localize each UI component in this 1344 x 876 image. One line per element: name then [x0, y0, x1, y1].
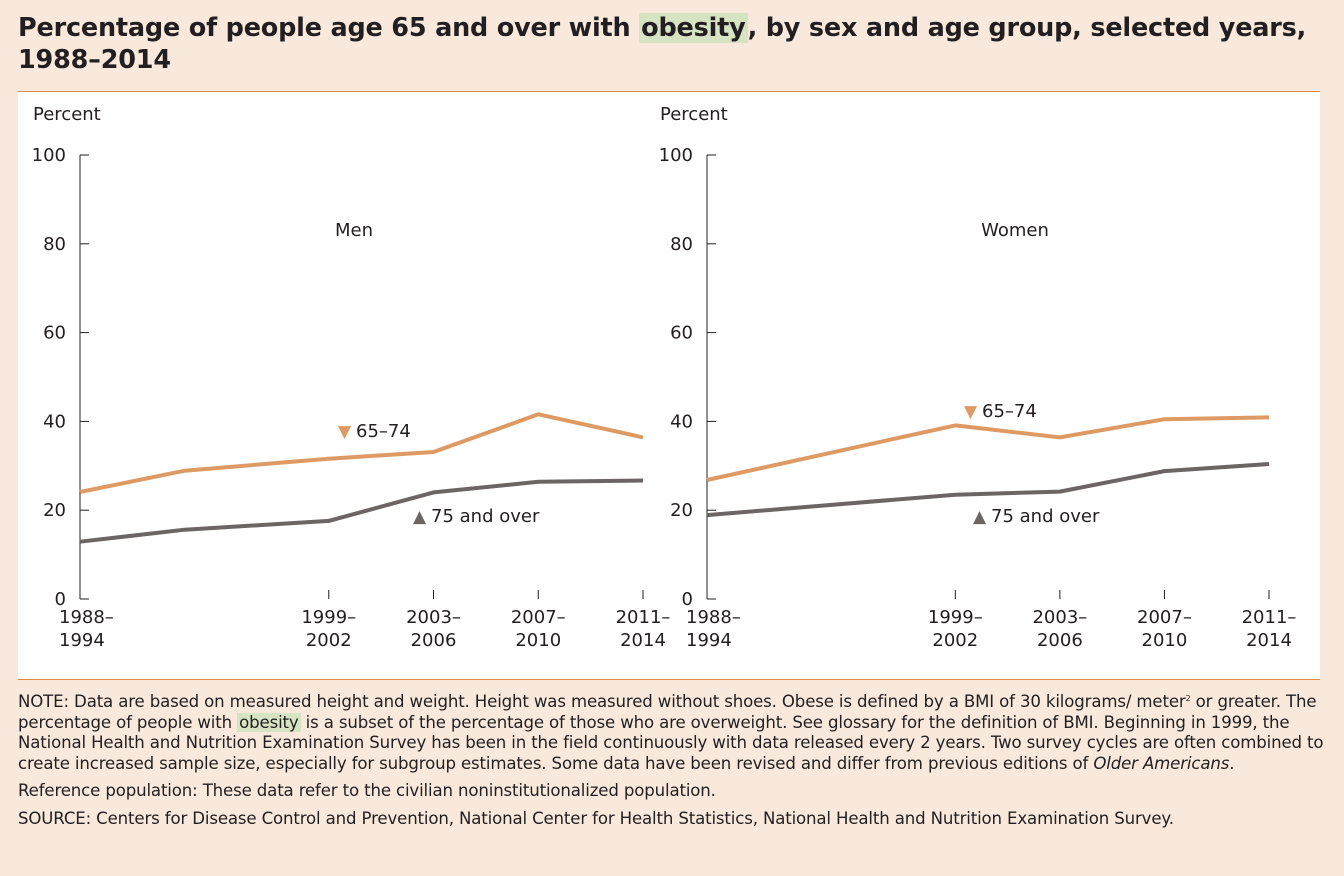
x-tick-label: 1999– — [301, 607, 356, 628]
series-label: 75 and over — [991, 506, 1100, 527]
chart-panel-title: Women — [981, 220, 1049, 241]
note-paragraph: NOTE: Data are based on measured height … — [18, 692, 1328, 774]
y-tick-label: 100 — [32, 145, 66, 166]
note-text-4: . — [1229, 753, 1235, 773]
x-tick-label: 2007– — [511, 607, 566, 628]
chart-panel-title: Men — [335, 220, 373, 241]
x-tick-label: 1994 — [686, 630, 732, 651]
y-tick-label: 60 — [43, 323, 66, 344]
note-superscript: 2 — [1185, 694, 1191, 703]
title-text-start: Percentage of people age 65 and over wit… — [18, 13, 640, 43]
note-text-2: or greater. The percentage of people wit… — [18, 692, 1317, 732]
y-tick-label: 80 — [43, 234, 66, 255]
x-tick-label: 2011– — [616, 607, 671, 628]
series-line-75-and-over — [706, 462, 1270, 518]
y-tick-label: 40 — [43, 411, 66, 432]
source-note: SOURCE: Centers for Disease Control and … — [18, 808, 1174, 828]
y-tick-label: 20 — [670, 500, 693, 521]
top-rule — [18, 91, 1320, 92]
x-tick-label: 2002 — [932, 630, 978, 651]
x-tick-label: 1988– — [686, 607, 741, 628]
charts-svg: Percent0204060801001988–19941999–2002200… — [32, 104, 1297, 651]
reference-population: Reference population: These data refer t… — [18, 781, 716, 800]
series-label: 65–74 — [982, 401, 1037, 422]
y-tick-label: 0 — [55, 589, 66, 610]
bottom-rule — [18, 679, 1320, 680]
series-marker-down-triangle-icon: ▼ — [964, 402, 978, 422]
chart-panel: Percent 0 20 40 60 80 100 1988– 1994 1999– 2002 200… — [18, 92, 1320, 679]
footnotes: NOTE: Data are based on measured height … — [18, 692, 1328, 836]
x-tick-label: 2010 — [1142, 630, 1188, 651]
note-highlight-term: obesity — [237, 712, 301, 732]
x-tick-label: 2006 — [1037, 630, 1083, 651]
note-publication-title: Older Americans — [1093, 753, 1230, 773]
title-highlight-term: obesity — [639, 13, 748, 43]
y-axis-label: Percent — [33, 104, 101, 125]
y-tick-label: 40 — [670, 411, 693, 432]
note-text: NOTE: Data are based on measured height … — [18, 692, 1186, 711]
series-line-75-and-over — [79, 478, 644, 544]
x-tick-label: 1994 — [59, 630, 105, 651]
y-tick-label: 0 — [682, 589, 693, 610]
x-tick-label: 2002 — [306, 630, 352, 651]
series-marker-down-triangle-icon: ▼ — [338, 422, 352, 442]
y-tick-label: 80 — [670, 234, 693, 255]
title-text-end: , by sex and age group, selected years, … — [18, 13, 1307, 75]
x-tick-label: 2011– — [1242, 607, 1297, 628]
y-axis-label: Percent — [660, 104, 728, 125]
x-tick-label: 2010 — [515, 630, 561, 651]
page-title: Percentage of people age 65 and over wit… — [18, 12, 1318, 76]
series-line-65-74 — [706, 415, 1270, 482]
y-tick-label: 20 — [43, 500, 66, 521]
series-label: 75 and over — [431, 506, 540, 527]
x-tick-label: 2014 — [620, 630, 666, 651]
series-marker-up-triangle-icon: ▲ — [973, 507, 987, 527]
x-tick-label: 2003– — [1032, 607, 1087, 628]
y-tick-label: 60 — [670, 323, 693, 344]
x-tick-label: 2003– — [406, 607, 461, 628]
x-tick-label: 1988– — [59, 607, 114, 628]
series-label: 65–74 — [356, 421, 411, 442]
x-tick-label: 2006 — [411, 630, 457, 651]
series-marker-up-triangle-icon: ▲ — [413, 507, 427, 527]
x-tick-label: 1999– — [928, 607, 983, 628]
x-tick-label: 2007– — [1137, 607, 1192, 628]
series-line-65-74 — [79, 412, 644, 494]
note-text-3: is a subset of the percentage of those w… — [18, 712, 1324, 773]
x-tick-label: 2014 — [1246, 630, 1292, 651]
y-tick-label: 100 — [659, 145, 693, 166]
